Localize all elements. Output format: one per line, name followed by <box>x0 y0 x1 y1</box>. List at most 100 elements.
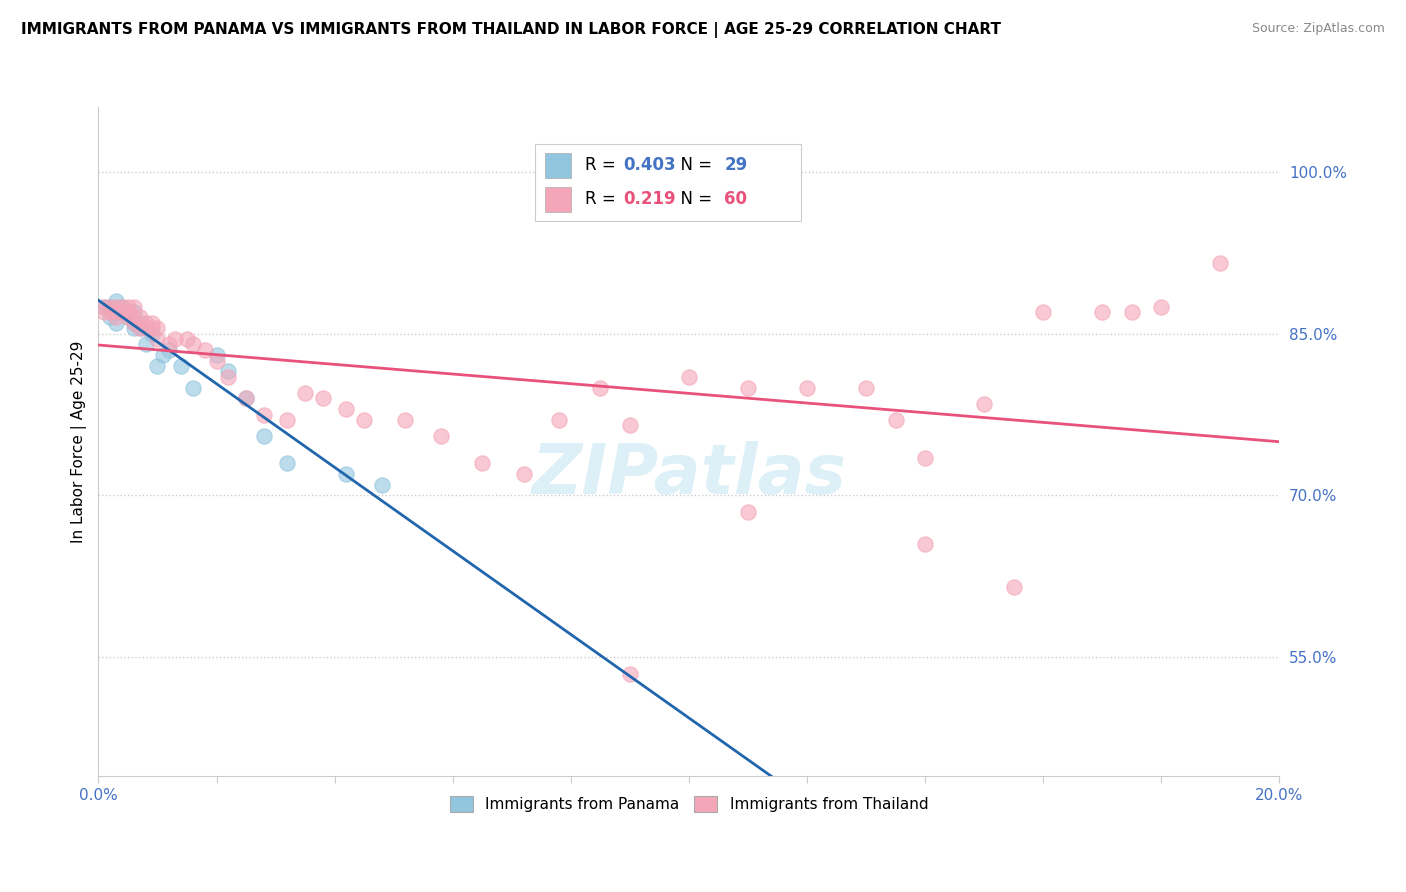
Point <box>855 381 877 395</box>
Point <box>176 332 198 346</box>
Text: R =: R = <box>585 156 621 174</box>
Point <box>335 467 357 481</box>
Point <box>146 332 169 346</box>
Point <box>152 348 174 362</box>
Point <box>205 353 228 368</box>
Point <box>194 343 217 357</box>
Point <box>128 321 150 335</box>
Point <box>146 359 169 373</box>
Point <box>105 310 128 325</box>
Point <box>678 369 700 384</box>
Point <box>253 429 276 443</box>
Point <box>1209 256 1232 270</box>
Point <box>205 348 228 362</box>
Text: N =: N = <box>671 190 717 208</box>
Point <box>122 316 145 330</box>
Point <box>111 305 134 319</box>
Point <box>122 310 145 325</box>
Point <box>128 310 150 325</box>
Point <box>235 392 257 406</box>
Point <box>93 300 115 314</box>
Point <box>312 392 335 406</box>
Point <box>141 326 163 341</box>
Point <box>111 300 134 314</box>
Point <box>105 300 128 314</box>
Point <box>122 321 145 335</box>
Point <box>105 316 128 330</box>
Point <box>93 305 115 319</box>
Point <box>98 300 121 314</box>
Point <box>135 316 157 330</box>
Point <box>276 413 298 427</box>
Point <box>141 316 163 330</box>
Point <box>170 359 193 373</box>
Text: R =: R = <box>585 190 621 208</box>
Y-axis label: In Labor Force | Age 25-29: In Labor Force | Age 25-29 <box>72 341 87 542</box>
Point <box>737 381 759 395</box>
Text: 60: 60 <box>724 190 748 208</box>
Point <box>117 305 139 319</box>
Point <box>394 413 416 427</box>
Point <box>93 300 115 314</box>
Point <box>1032 305 1054 319</box>
Point <box>117 310 139 325</box>
Point <box>548 413 571 427</box>
Point <box>135 321 157 335</box>
Point <box>430 429 453 443</box>
Point <box>181 337 204 351</box>
Bar <box>546 153 571 178</box>
Point <box>111 300 134 314</box>
Point <box>146 321 169 335</box>
Point <box>914 537 936 551</box>
Point <box>973 397 995 411</box>
Point <box>98 300 121 314</box>
Point <box>276 456 298 470</box>
Bar <box>546 186 571 212</box>
Point <box>1121 305 1143 319</box>
Text: Source: ZipAtlas.com: Source: ZipAtlas.com <box>1251 22 1385 36</box>
Point <box>253 408 276 422</box>
Point <box>141 321 163 335</box>
Point <box>1002 580 1025 594</box>
Point <box>294 386 316 401</box>
Point <box>884 413 907 427</box>
Point <box>111 305 134 319</box>
Point <box>105 305 128 319</box>
Point <box>471 456 494 470</box>
Legend: Immigrants from Panama, Immigrants from Thailand: Immigrants from Panama, Immigrants from … <box>444 790 934 819</box>
Point <box>589 381 612 395</box>
FancyBboxPatch shape <box>536 144 801 220</box>
Point <box>1150 300 1173 314</box>
Point <box>235 392 257 406</box>
Text: ZIPatlas: ZIPatlas <box>531 442 846 508</box>
Point <box>117 300 139 314</box>
Point <box>914 450 936 465</box>
Point <box>117 305 139 319</box>
Point <box>157 343 180 357</box>
Point <box>128 316 150 330</box>
Point <box>353 413 375 427</box>
Point <box>737 505 759 519</box>
Point <box>117 310 139 325</box>
Point <box>371 477 394 491</box>
Point <box>335 402 357 417</box>
Point <box>98 310 121 325</box>
Point <box>619 418 641 433</box>
Point <box>122 305 145 319</box>
Point <box>217 364 239 378</box>
Point <box>122 300 145 314</box>
Point <box>1091 305 1114 319</box>
Point <box>165 332 187 346</box>
Point <box>512 467 534 481</box>
Point <box>181 381 204 395</box>
Point <box>619 666 641 681</box>
Text: 29: 29 <box>724 156 748 174</box>
Point <box>217 369 239 384</box>
Point <box>135 337 157 351</box>
Text: IMMIGRANTS FROM PANAMA VS IMMIGRANTS FROM THAILAND IN LABOR FORCE | AGE 25-29 CO: IMMIGRANTS FROM PANAMA VS IMMIGRANTS FRO… <box>21 22 1001 38</box>
Point <box>157 337 180 351</box>
Text: 0.403: 0.403 <box>623 156 675 174</box>
Text: 0.219: 0.219 <box>623 190 675 208</box>
Text: N =: N = <box>671 156 717 174</box>
Point <box>128 321 150 335</box>
